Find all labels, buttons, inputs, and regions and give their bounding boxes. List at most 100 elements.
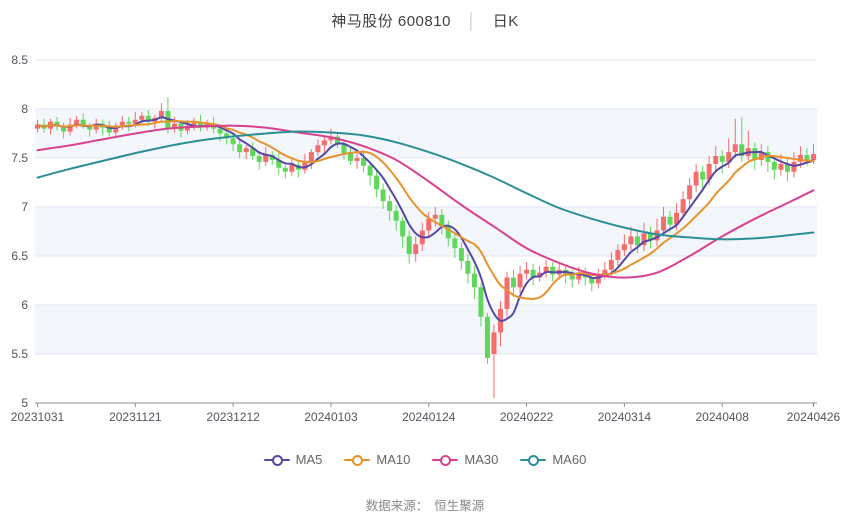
- candle-body: [784, 163, 790, 172]
- candle-body: [511, 277, 517, 288]
- candle-body: [413, 244, 419, 255]
- candle-body: [132, 119, 138, 124]
- candle-body: [576, 272, 582, 280]
- candle-body: [256, 156, 262, 162]
- ma-line-ma5: [36, 116, 815, 322]
- candle-body: [348, 153, 354, 161]
- candle-body: [726, 152, 732, 162]
- x-axis-label: 20240314: [598, 410, 652, 424]
- candle-body: [400, 220, 406, 237]
- x-axis-label: 20231212: [206, 410, 260, 424]
- candle-body: [778, 163, 784, 170]
- legend-label: MA5: [295, 452, 323, 467]
- legend-label: MA30: [464, 452, 499, 467]
- period-label: 日K: [492, 13, 519, 30]
- candle-body: [615, 250, 621, 260]
- candle-body: [628, 236, 634, 245]
- candle-body: [263, 155, 269, 162]
- candle-body: [804, 155, 810, 160]
- legend-item-ma5[interactable]: MA5: [263, 452, 323, 467]
- candle-body: [484, 316, 490, 358]
- candle-body: [680, 199, 686, 213]
- candle-body: [367, 165, 373, 176]
- plot-band: [35, 207, 817, 256]
- candle-body: [478, 287, 484, 317]
- candle-body: [171, 123, 177, 129]
- title-separator: │: [466, 13, 477, 30]
- candle-body: [361, 158, 367, 166]
- y-axis-label: 5: [21, 396, 28, 410]
- candle-body: [654, 230, 660, 241]
- candle-body: [80, 119, 86, 126]
- candle-body: [35, 124, 40, 129]
- candle-body: [465, 260, 471, 274]
- x-axis-label: 20240426: [787, 410, 841, 424]
- y-axis-label: 8.5: [11, 53, 28, 67]
- candle-body: [276, 159, 282, 168]
- candle-body: [406, 236, 412, 255]
- candle-body: [674, 212, 680, 225]
- legend-item-ma60[interactable]: MA60: [520, 452, 586, 467]
- candle-body: [54, 121, 60, 127]
- candle-body: [811, 154, 816, 160]
- legend-marker-icon: [520, 454, 547, 466]
- y-axis-label: 7: [21, 200, 28, 214]
- legend-label: MA10: [376, 452, 411, 467]
- candle-body: [341, 144, 347, 154]
- candle-body: [282, 167, 288, 172]
- y-axis-label: 5.5: [11, 347, 28, 361]
- candle-body: [667, 216, 673, 225]
- y-axis-label: 6.5: [11, 249, 28, 263]
- candle-body: [230, 138, 236, 145]
- candle-body: [739, 144, 745, 157]
- candle-body: [524, 269, 530, 274]
- data-source-note: 数据来源： 恒生聚源: [0, 495, 850, 514]
- candle-body: [647, 233, 653, 241]
- candle-body: [158, 110, 164, 118]
- candlestick-chart: 8.5 8 7.5 7 6.5 6 5.5 5 20231031 20231121 20231212…: [11, 53, 841, 424]
- candle-body: [87, 125, 93, 130]
- candle-body: [224, 133, 230, 139]
- plot-band: [35, 305, 817, 354]
- candle-body: [661, 216, 667, 231]
- candle-body: [119, 121, 125, 126]
- candle-body: [700, 171, 706, 180]
- legend: MA5 MA10 MA30 MA60: [0, 452, 850, 467]
- candle-body: [589, 277, 595, 284]
- candle-body: [752, 148, 758, 160]
- candle-body: [432, 214, 438, 219]
- legend-marker-icon: [263, 454, 290, 466]
- candle-body: [289, 164, 295, 172]
- candle-body: [517, 273, 523, 288]
- candle-body: [334, 136, 340, 145]
- candle-body: [765, 152, 771, 162]
- data-source-label: 数据来源：: [365, 499, 429, 513]
- candle-body: [354, 158, 360, 161]
- candle-body: [113, 125, 119, 133]
- legend-item-ma10[interactable]: MA10: [344, 452, 410, 467]
- x-axis-label: 20240408: [696, 410, 750, 424]
- candle-body: [250, 148, 256, 157]
- candle-body: [530, 269, 536, 278]
- ma-line-ma60: [36, 130, 815, 241]
- candle-body: [380, 189, 386, 202]
- candle-body: [758, 152, 764, 160]
- candle-body: [61, 126, 67, 132]
- candle-body: [595, 274, 601, 284]
- y-axis-label: 7.5: [11, 151, 28, 165]
- y-axis-label: 6: [21, 298, 28, 312]
- candle-body: [243, 148, 249, 153]
- x-axis-label: 20240124: [402, 410, 456, 424]
- candle-body: [321, 140, 327, 146]
- candle-body: [393, 210, 399, 221]
- candle-body: [491, 332, 497, 354]
- candle-body: [687, 185, 693, 200]
- candle-body: [791, 161, 797, 172]
- legend-item-ma30[interactable]: MA30: [432, 452, 498, 467]
- candle-body: [217, 128, 223, 134]
- candle-body: [308, 152, 314, 162]
- candle-body: [439, 214, 445, 227]
- data-source-value: 恒生聚源: [434, 499, 485, 513]
